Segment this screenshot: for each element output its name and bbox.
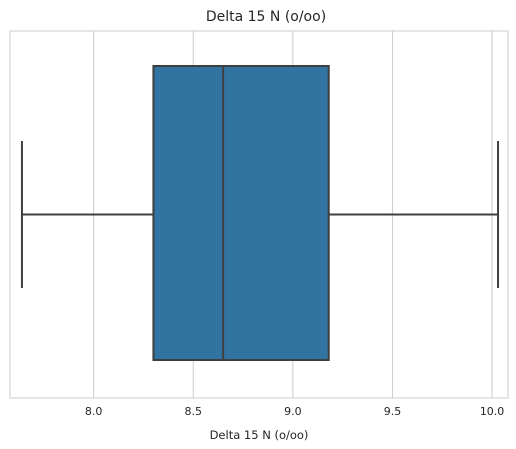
box-plot <box>20 65 500 361</box>
x-tick-label: 8.5 <box>185 405 203 418</box>
chart-title: Delta 15 N (o/oo) <box>206 9 326 25</box>
x-tick-label: 10.0 <box>480 405 505 418</box>
x-tick-label: 9.0 <box>284 405 302 418</box>
x-axis-ticks: 8.0 8.5 9.0 9.5 10.0 <box>85 405 504 418</box>
interquartile-box <box>152 65 330 361</box>
x-tick-label: 9.5 <box>384 405 402 418</box>
x-tick-label: 8.0 <box>85 405 103 418</box>
x-axis-label: Delta 15 N (o/oo) <box>210 428 309 442</box>
